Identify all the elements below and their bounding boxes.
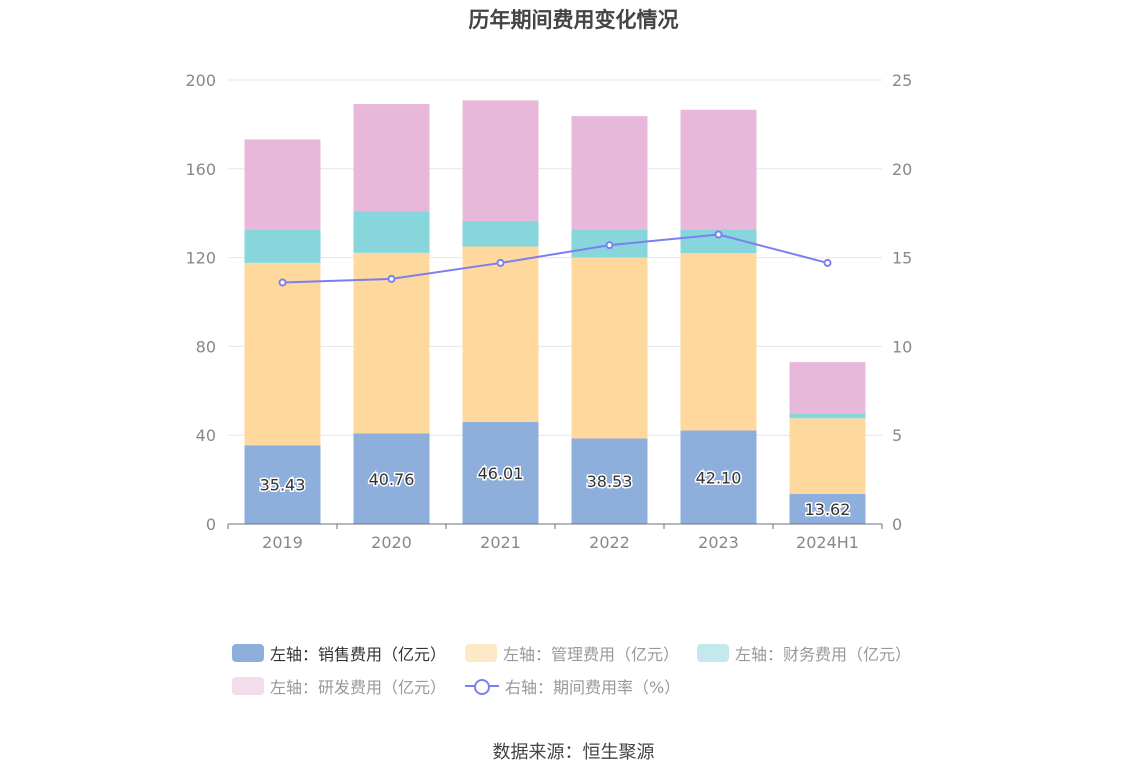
expense-ratio-line — [282, 233, 828, 284]
y-left-tick-label: 160 — [185, 160, 216, 179]
data-label: 40.76 — [369, 470, 415, 489]
bar-segment-admin — [462, 246, 539, 422]
legend-label-sales: 左轴：销售费用（亿元） — [270, 645, 447, 664]
x-tick-label: 2021 — [480, 533, 521, 552]
expense-ratio-point — [387, 274, 396, 283]
expense-ratio-point — [823, 258, 832, 267]
y-right-tick-label: 20 — [892, 160, 912, 179]
bar-segment-rd — [680, 109, 757, 230]
grid-lines — [228, 79, 882, 436]
x-tick-label: 2023 — [698, 533, 739, 552]
legend-swatch-admin — [465, 644, 497, 662]
legend-label-expense-ratio: 右轴：期间费用率（%） — [505, 678, 681, 697]
x-tick-label: 2019 — [262, 533, 303, 552]
y-left-tick-label: 200 — [185, 71, 216, 90]
y-axis-left: 0 40 80 120 160 200 — [185, 71, 216, 534]
data-label: 13.62 — [805, 500, 851, 519]
data-label: 35.43 — [260, 476, 306, 495]
legend-item-admin[interactable]: 左轴：管理费用（亿元） — [465, 641, 679, 665]
bar-segment-finance — [244, 230, 321, 263]
legend-line-marker-icon — [465, 677, 499, 695]
expense-ratio-point — [605, 241, 614, 250]
x-tick-label: 2022 — [589, 533, 630, 552]
y-right-tick-label: 25 — [892, 71, 912, 90]
bar-segment-sales — [789, 493, 866, 524]
chart-plot: 0 40 80 120 160 200 0 5 10 15 20 25 35.43 40.76 46.0… — [185, 71, 912, 552]
bar-segment-sales — [571, 438, 648, 524]
bar-segment-admin — [789, 418, 866, 494]
x-tick-label: 2020 — [371, 533, 412, 552]
bar-segment-finance — [680, 229, 757, 254]
legend-label-admin: 左轴：管理费用（亿元） — [503, 645, 680, 664]
y-left-tick-label: 80 — [196, 337, 216, 356]
line-series — [278, 230, 832, 287]
expense-ratio-point — [278, 278, 287, 287]
legend-swatch-finance — [697, 644, 729, 662]
y-left-tick-label: 120 — [185, 249, 216, 268]
y-left-tick-label: 40 — [196, 426, 216, 445]
bar-segment-rd — [789, 362, 866, 414]
legend-item-rd[interactable]: 左轴：研发费用（亿元） — [232, 674, 446, 698]
bar-segment-sales — [244, 445, 321, 524]
data-label: 38.53 — [587, 472, 633, 491]
bar-segment-finance — [462, 220, 539, 247]
chart-title: 历年期间费用变化情况 — [468, 8, 679, 32]
bar-segment-admin — [680, 253, 757, 431]
bar-segment-admin — [353, 252, 430, 434]
y-axis-right: 0 5 10 15 20 25 — [892, 71, 912, 534]
legend-item-expense-ratio[interactable]: 右轴：期间费用率（%） — [465, 674, 680, 698]
bar-segment-rd — [353, 104, 430, 212]
data-label: 46.01 — [478, 464, 524, 483]
bar-segment-rd — [462, 100, 539, 221]
bar-segment-sales — [680, 430, 757, 524]
bar-segment-admin — [571, 257, 648, 439]
data-source: 数据来源：恒生聚源 — [492, 742, 655, 763]
y-right-tick-label: 10 — [892, 337, 912, 356]
y-left-tick-label: 0 — [206, 515, 216, 534]
bar-segment-admin — [244, 262, 321, 446]
legend-item-sales[interactable]: 左轴：销售费用（亿元） — [232, 641, 446, 665]
y-right-tick-label: 5 — [892, 426, 902, 445]
y-right-tick-label: 0 — [892, 515, 902, 534]
legend-swatch-sales — [232, 644, 264, 662]
legend-label-rd: 左轴：研发费用（亿元） — [270, 678, 447, 697]
bar-segment-sales — [462, 421, 539, 524]
bar-segment-rd — [244, 139, 321, 231]
x-tick-label: 2024H1 — [796, 533, 859, 552]
x-axis: 2019 2020 2021 2022 2023 2024H1 — [227, 523, 883, 552]
bar-segment-finance — [789, 413, 866, 419]
data-labels: 35.43 40.76 46.01 38.53 42.10 13.62 — [258, 462, 852, 520]
expense-ratio-point — [714, 230, 723, 239]
bar-segment-finance — [353, 211, 430, 253]
bar-segment-sales — [353, 433, 430, 524]
bar-series — [244, 100, 866, 524]
expense-ratio-point — [496, 258, 505, 267]
bar-segment-rd — [571, 116, 648, 230]
y-right-tick-label: 15 — [892, 249, 912, 268]
legend-item-finance[interactable]: 左轴：财务费用（亿元） — [697, 641, 911, 665]
legend-swatch-rd — [232, 677, 264, 695]
legend-label-finance: 左轴：财务费用（亿元） — [735, 645, 912, 664]
data-label: 42.10 — [696, 468, 742, 487]
